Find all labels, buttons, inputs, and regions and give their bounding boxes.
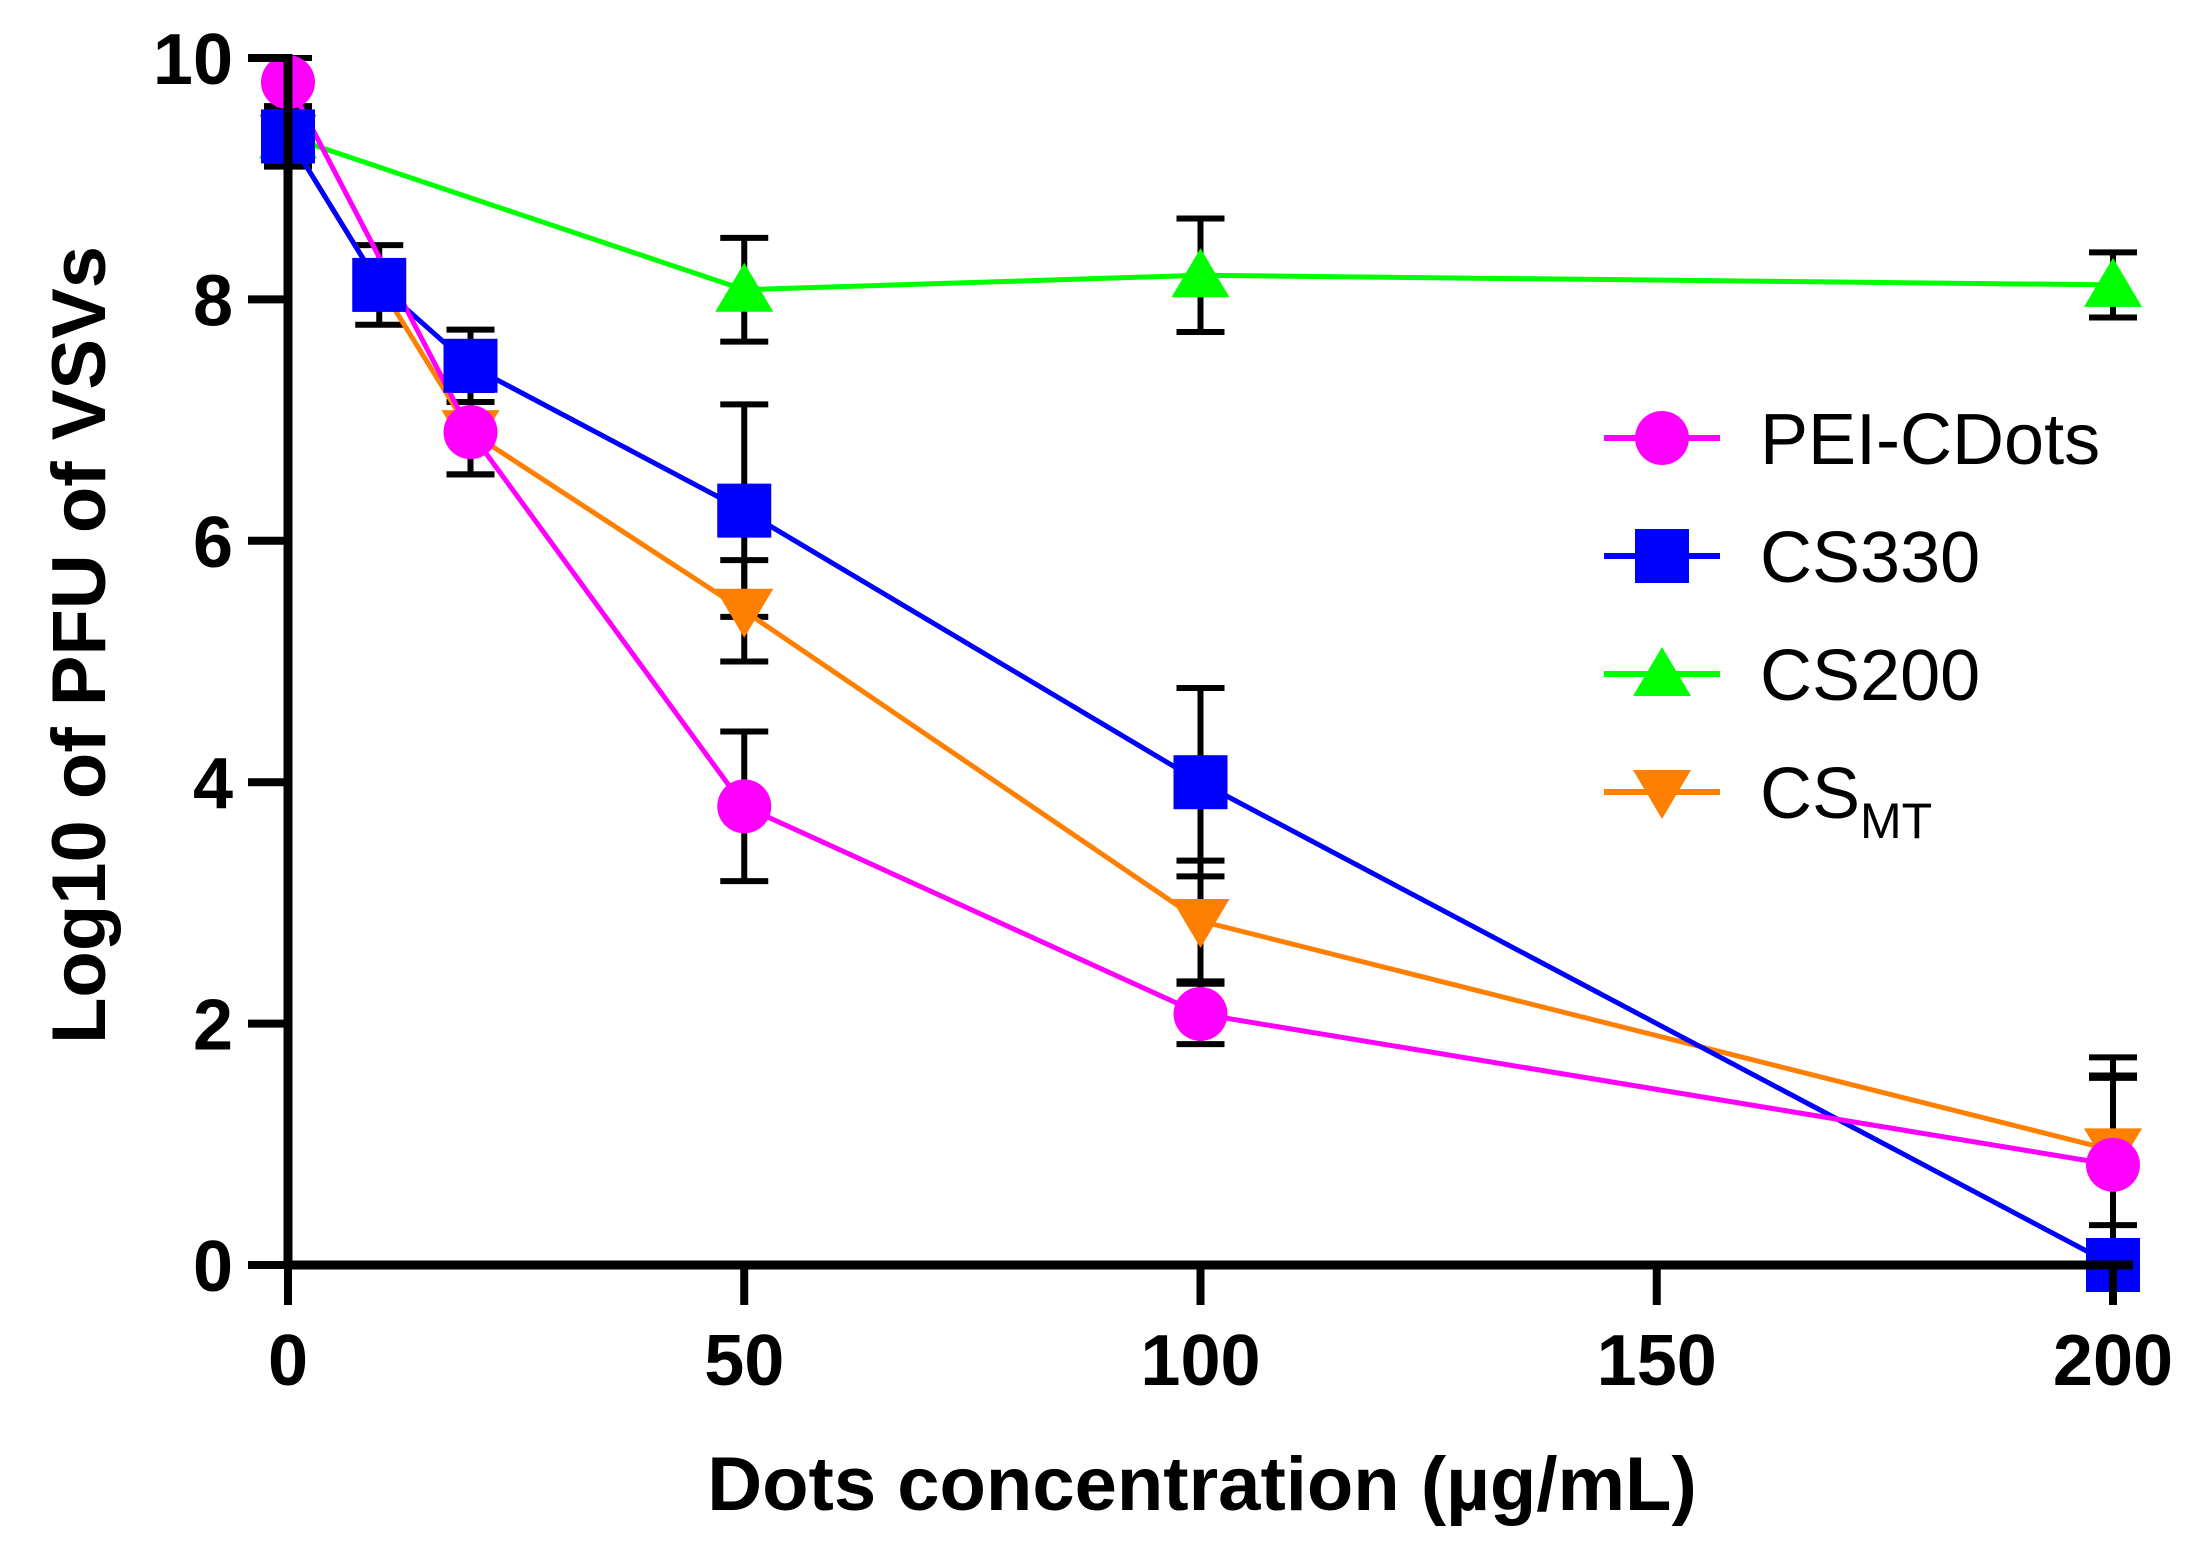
data-point-cs-mt xyxy=(1171,899,1230,949)
x-axis-title: Dots concentration (µg/mL) xyxy=(707,1442,1697,1527)
legend-marker-pei-cdots xyxy=(1635,411,1689,465)
data-point-cs330 xyxy=(352,257,407,312)
y-tick-label: 2 xyxy=(193,986,233,1066)
data-point-cs330 xyxy=(1173,755,1228,810)
x-tick-label: 200 xyxy=(2053,1321,2173,1401)
y-tick-label: 0 xyxy=(193,1227,233,1307)
data-point-cs-mt xyxy=(715,588,774,638)
legend-label-cs-mt: CSMT xyxy=(1760,754,1932,849)
legend-label-cs200: CS200 xyxy=(1760,636,1980,716)
legend-marker-cs330 xyxy=(1635,529,1689,583)
data-point-pei-cdots xyxy=(2086,1137,2140,1192)
data-point-pei-cdots xyxy=(717,779,772,834)
legend-marker-cs-mt xyxy=(1633,770,1691,819)
data-point-pei-cdots xyxy=(1173,986,1228,1041)
legend-label-subscript: MT xyxy=(1860,793,1932,849)
legend-marker-cs200 xyxy=(1633,647,1691,696)
data-point-cs200 xyxy=(1171,248,1230,298)
series-line-cs200 xyxy=(287,134,2114,293)
axes: 0 50 100 150 200 0 2 4 6 8 10 xyxy=(153,20,2173,1401)
y-axis-title: Log10 of PFU of VSVs xyxy=(37,246,122,1044)
x-tick-label: 50 xyxy=(704,1321,784,1401)
data-point-cs330 xyxy=(717,483,772,538)
x-tick-label: 0 xyxy=(268,1321,308,1401)
y-tick-label: 10 xyxy=(153,20,233,100)
y-tick-label: 6 xyxy=(193,503,233,583)
y-tick-label: 8 xyxy=(193,261,233,341)
x-tick-label: 100 xyxy=(1140,1321,1260,1401)
data-point-cs200 xyxy=(2084,257,2142,307)
legend: PEI-CDots CS330 CS200 CSMT xyxy=(1604,400,2100,849)
data-point-pei-cdots xyxy=(443,405,498,460)
x-tick-label: 150 xyxy=(1597,1321,1717,1401)
legend-label-cs330: CS330 xyxy=(1760,518,1980,598)
legend-label-pei-cdots: PEI-CDots xyxy=(1760,400,2100,480)
data-point-cs200 xyxy=(715,262,774,312)
y-tick-label: 4 xyxy=(193,744,233,824)
data-point-cs330 xyxy=(443,338,498,393)
